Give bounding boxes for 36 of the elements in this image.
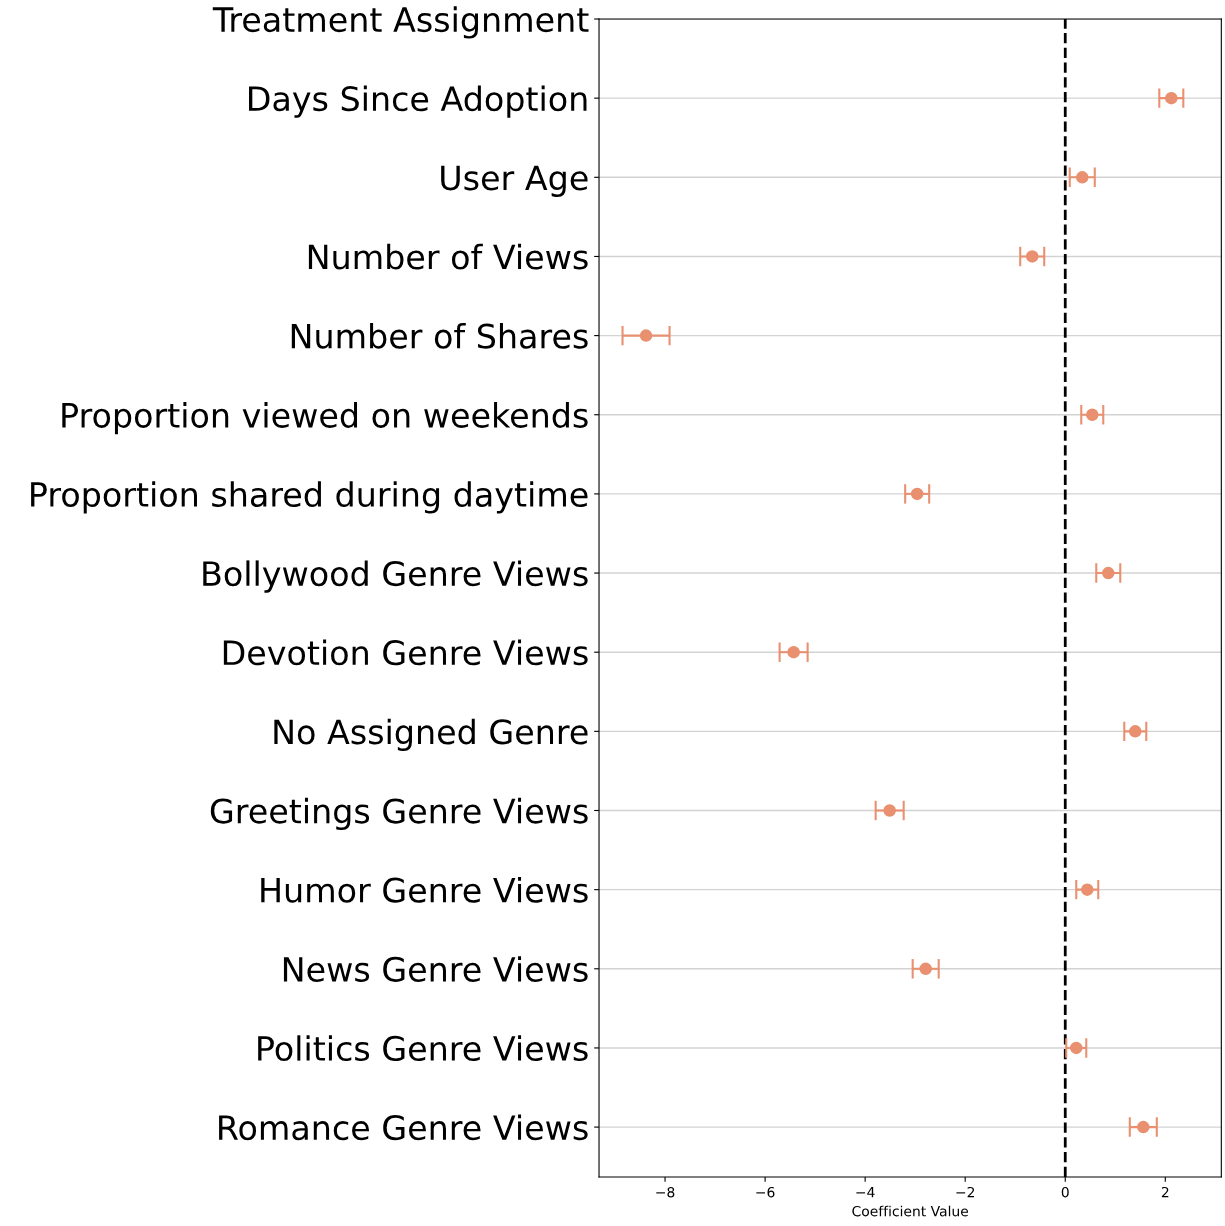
y-tick-label: Treatment Assignment	[212, 6, 589, 39]
x-tick-label: −8	[656, 1186, 675, 1198]
y-tick-label: Humor Genre Views	[261, 876, 588, 903]
point	[787, 645, 800, 659]
y-tick-label: No Assigned Genre	[274, 718, 588, 751]
y-tick-label: Politics Genre Views	[258, 1035, 588, 1062]
y-tick-label: User Age	[441, 165, 588, 197]
x-tick-label: −4	[856, 1187, 875, 1198]
y-tick-label: Number of Views	[308, 243, 588, 270]
point	[1129, 725, 1142, 738]
point	[1102, 566, 1115, 580]
point	[883, 804, 896, 817]
x-tick-label: 2	[1161, 1186, 1169, 1198]
y-tick-label: Proportion shared during daytime	[31, 481, 588, 514]
y-tick-label: Bollywood Genre Views	[203, 560, 588, 593]
x-tick-label: 0	[1061, 1186, 1069, 1198]
x-tick-label: −6	[756, 1186, 775, 1198]
point	[1070, 1041, 1083, 1055]
y-tick-label: Proportion viewed on weekends	[62, 402, 588, 435]
point	[1165, 91, 1178, 105]
point	[639, 329, 653, 342]
y-tick-label: Greetings Genre Views	[210, 797, 588, 831]
x-axis-title: Coefficient Value	[852, 1205, 969, 1217]
point	[1137, 1120, 1150, 1134]
point	[1025, 250, 1039, 263]
x-tick-label: −2	[956, 1186, 975, 1198]
y-tick-label: Devotion Genre Views	[223, 639, 588, 666]
y-tick-label: Number of Shares	[291, 322, 588, 349]
point	[1086, 408, 1099, 422]
point	[910, 487, 924, 501]
y-tick-label: Romance Genre Views	[219, 1114, 588, 1141]
point	[1076, 171, 1089, 184]
y-tick-label: News Genre Views	[283, 956, 588, 982]
point	[919, 962, 932, 976]
point	[1081, 883, 1094, 896]
y-tick-label: Days Since Adoption	[249, 85, 587, 118]
